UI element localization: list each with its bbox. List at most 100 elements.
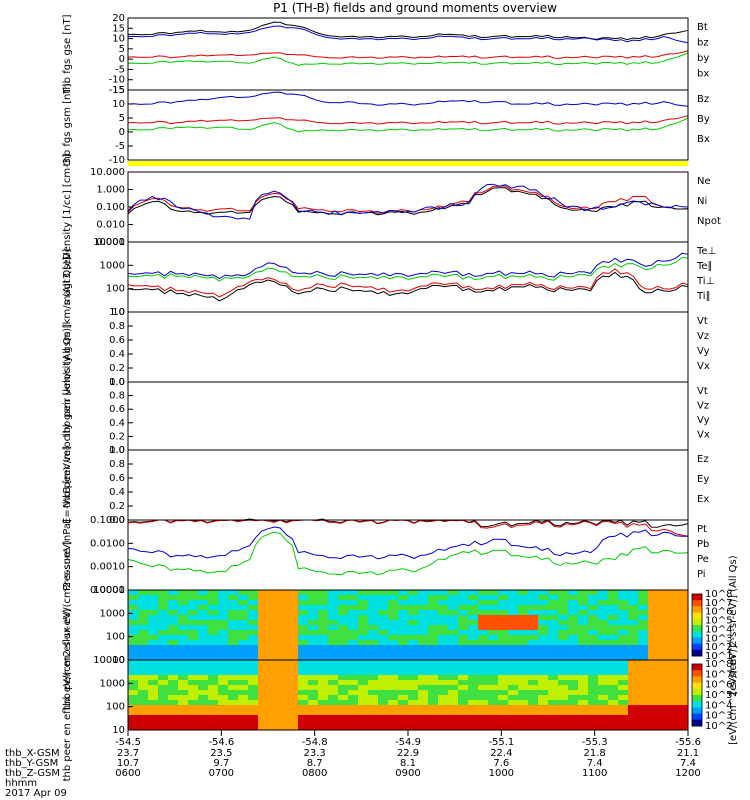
spectrogram-cell	[408, 670, 419, 676]
spectrogram-cell	[448, 690, 459, 696]
spectrogram-cell	[628, 650, 639, 656]
x-top-tick-label: -54.6	[208, 737, 234, 748]
y-tick-label: 0.001	[96, 237, 125, 248]
spectrogram-cell	[468, 665, 479, 671]
spectrogram-cell	[578, 720, 589, 726]
spectrogram-cell	[358, 660, 369, 666]
spectrogram-cell	[668, 635, 679, 641]
spectrogram-cell	[548, 645, 559, 651]
spectrogram-cell	[348, 630, 359, 636]
spectrogram-cell	[178, 615, 189, 621]
spectrogram-cell	[668, 600, 679, 606]
colorbar-label: [eV/(cm^2-s-sr-eV)] (All Qs)	[728, 555, 739, 694]
spectrogram-cell	[528, 605, 539, 611]
spectrogram-cell	[448, 695, 459, 701]
spectrogram-cell	[618, 605, 629, 611]
spectrogram-cell	[588, 595, 599, 601]
spectrogram-cell	[588, 690, 599, 696]
spectrogram-cell	[588, 720, 599, 726]
spectrogram-cell	[458, 675, 469, 681]
spectrogram-cell	[628, 690, 639, 696]
spectrogram-cell	[398, 615, 409, 621]
spectrogram-cell	[348, 675, 359, 681]
spectrogram-cell	[128, 610, 139, 616]
spectrogram-cell	[558, 720, 569, 726]
spectrogram-cell	[198, 645, 209, 651]
spectrogram-cell	[518, 715, 529, 721]
spectrogram-cell	[418, 680, 429, 686]
spectrogram-cell	[488, 665, 499, 671]
spectrogram-cell	[368, 725, 379, 731]
spectrogram-cell	[608, 645, 619, 651]
spectrogram-cell	[358, 695, 369, 701]
spectrogram-cell	[508, 625, 519, 631]
spectrogram-cell	[568, 630, 579, 636]
spectrogram-cell	[288, 650, 299, 656]
colorbar-cell	[692, 640, 702, 645]
legend-entry: Ne	[697, 176, 711, 187]
spectrogram-cell	[248, 660, 259, 666]
spectrogram-cell	[358, 615, 369, 621]
y-tick-label: 0.2	[109, 501, 125, 512]
spectrogram-cell	[318, 705, 329, 711]
spectrogram-cell	[238, 590, 249, 596]
spectrogram-cell	[538, 680, 549, 686]
spectrogram-cell	[458, 710, 469, 716]
spectrogram-cell	[368, 620, 379, 626]
spectrogram-cell	[278, 670, 289, 676]
spectrogram-cell	[398, 605, 409, 611]
spectrogram-cell	[328, 700, 339, 706]
spectrogram-cell	[188, 725, 199, 731]
spectrogram-cell	[418, 640, 429, 646]
spectrogram-cell	[198, 615, 209, 621]
spectrogram-cell	[358, 620, 369, 626]
spectrogram-cell	[448, 650, 459, 656]
spectrogram-cell	[408, 615, 419, 621]
y-tick-label: 0.0100	[90, 538, 125, 549]
spectrogram-cell	[388, 690, 399, 696]
spectrogram-cell	[598, 600, 609, 606]
spectrogram-cell	[198, 725, 209, 731]
spectrogram-cell	[158, 595, 169, 601]
spectrogram-cell	[328, 625, 339, 631]
spectrogram-cell	[198, 700, 209, 706]
spectrogram-cell	[308, 620, 319, 626]
y-axis-label: Pressure [nPa]	[62, 519, 73, 591]
spectrogram-cell	[178, 640, 189, 646]
spectrogram-cell	[158, 650, 169, 656]
spectrogram-cell	[348, 690, 359, 696]
spectrogram-cell	[518, 655, 529, 661]
spectrogram-cell	[478, 690, 489, 696]
x-row-value: 1200	[675, 768, 700, 779]
colorbar-cell	[692, 695, 702, 699]
spectrogram-cell	[658, 655, 669, 661]
spectrogram-cell	[588, 710, 599, 716]
y-tick-label: 1.0	[109, 307, 125, 318]
spectrogram-cell	[638, 640, 649, 646]
spectrogram-cell	[368, 690, 379, 696]
spectrogram-cell	[658, 605, 669, 611]
colorbar-cell	[692, 667, 702, 671]
x-row-value: 7.4	[587, 758, 603, 769]
spectrogram-cell	[158, 675, 169, 681]
colorbar-cell	[692, 649, 702, 654]
spectrogram-cell	[668, 620, 679, 626]
spectrogram-cell	[488, 635, 499, 641]
spectrogram-cell	[528, 705, 539, 711]
spectrogram-cell	[438, 685, 449, 691]
colorbar-tick-label: 10^6	[705, 607, 732, 618]
spectrogram-cell	[658, 690, 669, 696]
legend-entry: Vx	[697, 361, 710, 372]
spectrogram-cell	[228, 670, 239, 676]
spectrogram-cell	[338, 650, 349, 656]
spectrogram-cell	[208, 655, 219, 661]
spectrogram-cell	[458, 720, 469, 726]
spectrogram-cell	[558, 615, 569, 621]
spectrogram-cell	[198, 710, 209, 716]
spectrogram-cell	[138, 610, 149, 616]
spectrogram-cell	[478, 635, 489, 641]
spectrogram-cell	[138, 725, 149, 731]
spectrogram-cell	[288, 725, 299, 731]
spectrogram-cell	[338, 645, 349, 651]
